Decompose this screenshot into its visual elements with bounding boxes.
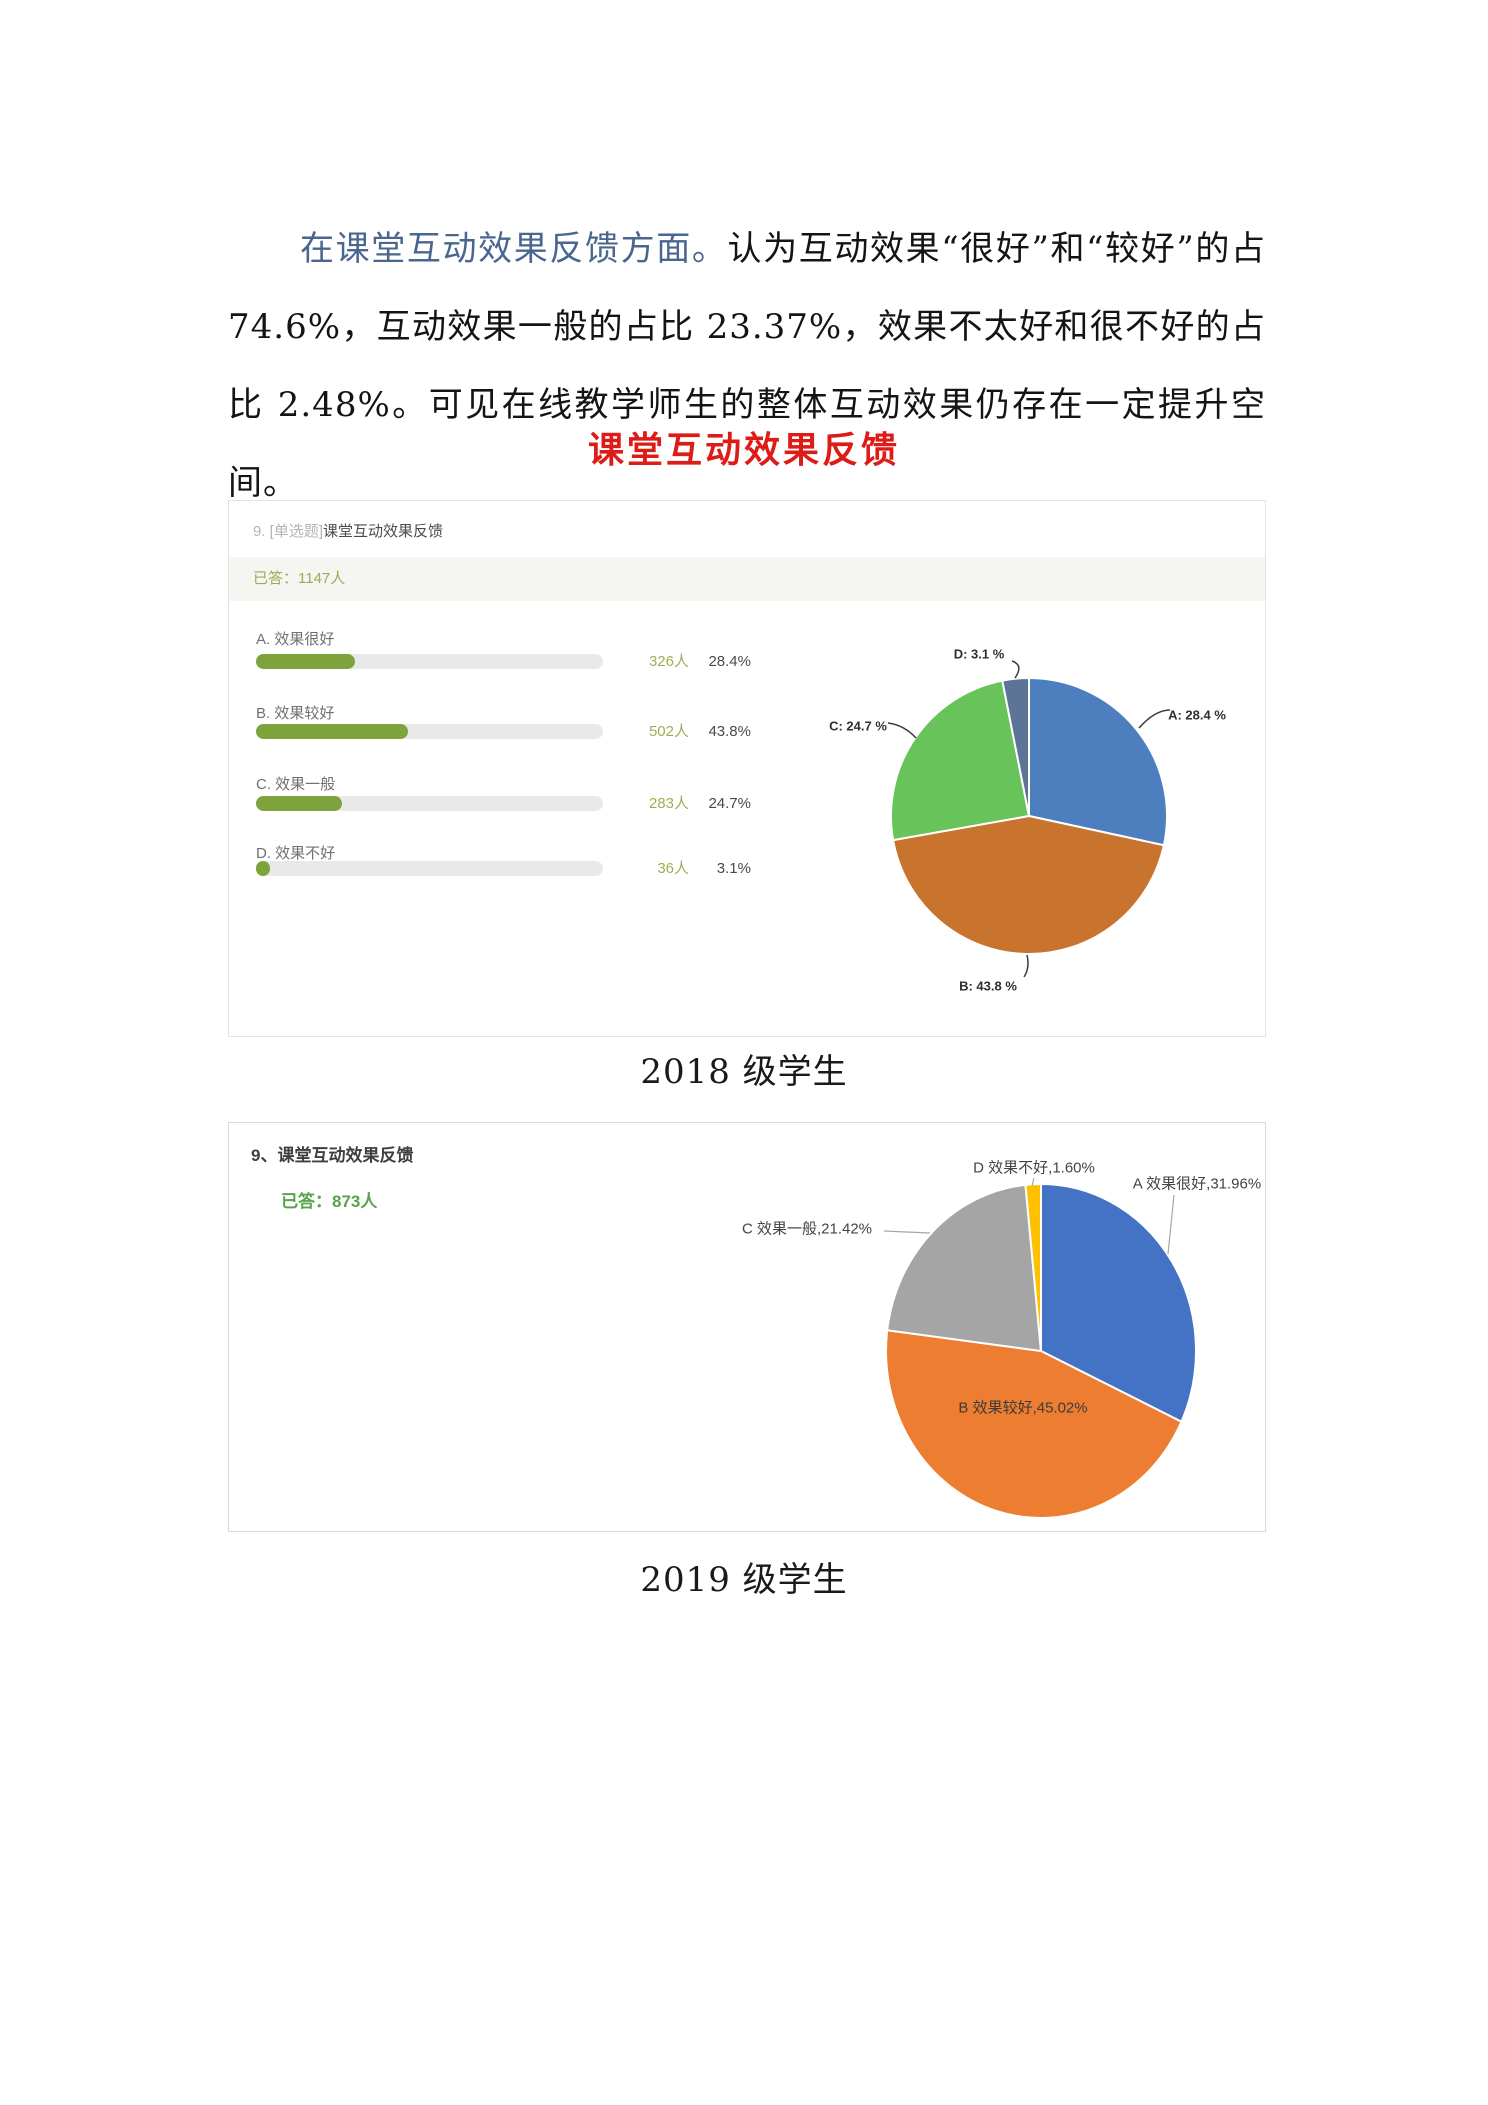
question-header: 9. [单选题]课堂互动效果反馈 xyxy=(253,522,443,542)
pie-slice-B xyxy=(885,1329,1183,1519)
leader-line-a xyxy=(1167,1194,1175,1255)
survey-card-2018: 9. [单选题]课堂互动效果反馈 已答：1147人 A. 效果很好 326人 2… xyxy=(228,500,1266,1037)
pie-slice-D xyxy=(1001,676,1030,817)
option-label: A. 效果很好 xyxy=(256,631,335,648)
question-number-tag: 9. [单选题] xyxy=(253,523,324,540)
pie-label-a: A: 28.4 % xyxy=(1168,707,1226,723)
option-label: D. 效果不好 xyxy=(256,845,336,862)
pie-slice-B xyxy=(891,814,1166,955)
pie-slice-D xyxy=(1024,1182,1042,1352)
caption-2019: 2019 级学生 xyxy=(640,1560,848,1600)
option-count: 326人 xyxy=(648,653,689,670)
answered-banner: 已答：1147人 xyxy=(229,557,1265,601)
pie-label-b: B 效果较好,45.02% xyxy=(958,1399,1088,1417)
option-bar-fill xyxy=(256,861,270,876)
pie-label-a: A 效果很好,31.96% xyxy=(1132,1175,1262,1193)
pie-slice-A xyxy=(1028,676,1168,847)
paragraph-lead-text: 在课堂互动效果反馈方面。 xyxy=(300,229,728,269)
leader-line-c xyxy=(883,1230,931,1234)
answered-count: 已答：1147人 xyxy=(253,570,346,587)
option-bar-track xyxy=(256,724,603,739)
option-label: B. 效果较好 xyxy=(256,705,335,722)
leader-line-b xyxy=(1023,954,1029,978)
question-title: 课堂互动效果反馈 xyxy=(323,523,444,540)
option-bar-fill xyxy=(256,796,342,811)
survey-card-2019: 9、课堂互动效果反馈 已答：873人 D 效果不好,1.60% A 效果很好,3… xyxy=(228,1122,1266,1532)
pie-label-d: D 效果不好,1.60% xyxy=(973,1159,1095,1177)
option-bar-fill xyxy=(256,724,408,739)
option-percent: 28.4% xyxy=(708,653,751,670)
option-bar-track xyxy=(256,654,603,669)
pie-chart-2019 xyxy=(883,1177,1197,1519)
option-percent: 24.7% xyxy=(708,795,751,812)
option-percent: 3.1% xyxy=(716,860,751,877)
option-bar-fill xyxy=(256,654,355,669)
pie-slice-C xyxy=(886,1183,1043,1353)
option-count: 283人 xyxy=(648,795,689,812)
leader-line-a xyxy=(1138,709,1171,729)
pie-chart-2018 xyxy=(887,660,1171,978)
paragraph-body-text: 认为互动效果“很好”和“较好”的占 74.6%，互动效果一般的占比 23.37%… xyxy=(228,229,1267,503)
pie-label-d: D: 3.1 % xyxy=(953,646,1005,662)
pie-label-c: C: 24.7 % xyxy=(829,718,887,734)
pie-label-c: C 效果一般,21.42% xyxy=(741,1220,873,1238)
paragraph: 在课堂互动效果反馈方面。认为互动效果“很好”和“较好”的占 74.6%，互动效果… xyxy=(228,210,1266,522)
section-heading: 课堂互动效果反馈 xyxy=(587,429,900,471)
pie-label-b: B: 43.8 % xyxy=(959,978,1017,994)
leader-line-c xyxy=(887,722,917,739)
caption-2018: 2018 级学生 xyxy=(640,1052,848,1092)
option-bar-track xyxy=(256,796,603,811)
option-percent: 43.8% xyxy=(708,723,751,740)
leader-line-d xyxy=(1011,660,1020,679)
leader-line-d xyxy=(1031,1177,1035,1187)
answered-count: 已答：873人 xyxy=(281,1192,378,1211)
option-count: 502人 xyxy=(648,723,689,740)
question-title: 9、课堂互动效果反馈 xyxy=(251,1146,414,1165)
pie-slice-A xyxy=(1040,1182,1197,1424)
option-label: C. 效果一般 xyxy=(256,776,336,793)
option-bar-track xyxy=(256,861,603,876)
option-count: 36人 xyxy=(657,860,689,877)
